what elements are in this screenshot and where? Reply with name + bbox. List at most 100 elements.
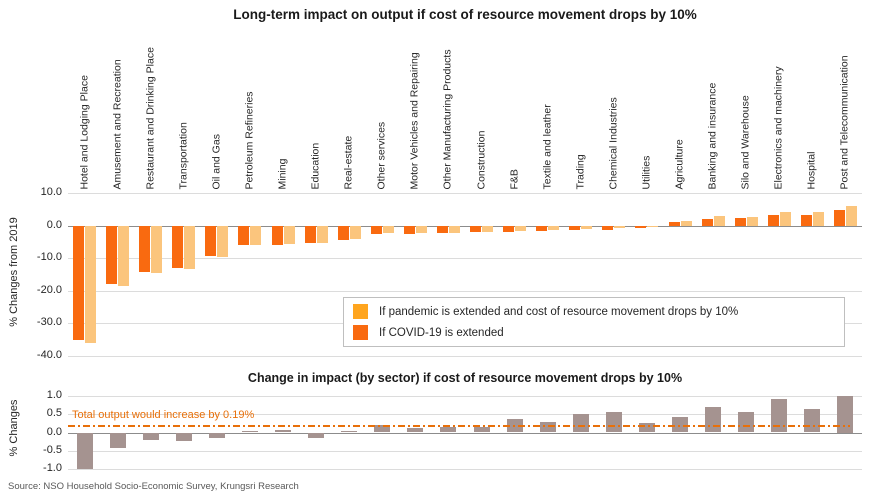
category-label: Other Manufacturing Products (441, 49, 454, 190)
bar-change-in-impact (341, 430, 358, 433)
y-tick-label: 0.0 (46, 218, 62, 231)
category-label: Agriculture (673, 139, 686, 190)
bar-change-in-impact (407, 427, 424, 433)
gridline (68, 290, 862, 292)
bar-covid-extended (73, 225, 85, 340)
gridline (68, 414, 862, 416)
bar-pandemic-costdrop (548, 225, 560, 230)
bar-covid-extended (833, 209, 845, 226)
legend: If pandemic is extended and cost of reso… (343, 297, 845, 347)
bar-change-in-impact (705, 406, 722, 433)
category-label: Construction (475, 130, 488, 190)
gridline (68, 258, 862, 260)
category-label: Restaurant and Drinking Place (144, 47, 157, 190)
category-label: Trading (574, 154, 587, 190)
bar-pandemic-costdrop (184, 225, 196, 269)
bar-pandemic-costdrop (482, 225, 494, 232)
y-tick-label: -20.0 (36, 283, 62, 296)
bar-covid-extended (767, 215, 779, 226)
bar-pandemic-costdrop (812, 212, 824, 226)
bar-pandemic-costdrop (746, 216, 758, 226)
gridline (68, 356, 862, 357)
bar-change-in-impact (208, 432, 225, 438)
bar-pandemic-costdrop (283, 225, 295, 245)
bar-covid-extended (172, 225, 184, 268)
legend-row: If pandemic is extended and cost of reso… (353, 304, 844, 319)
y-tick-label: 0.5 (46, 407, 62, 420)
bar-covid-extended (106, 225, 118, 285)
category-label: Other services (375, 121, 388, 190)
bar-change-in-impact (638, 423, 655, 433)
category-label: Oil and Gas (210, 134, 223, 190)
bar-covid-extended (569, 225, 581, 231)
bar-change-in-impact (308, 432, 325, 438)
y-tick-label: -0.5 (43, 443, 62, 456)
category-label: Mining (276, 158, 289, 190)
category-label: Petroleum Refineries (243, 91, 256, 190)
bar-change-in-impact (275, 430, 292, 433)
legend-label: If COVID-19 is extended (379, 326, 504, 339)
bar-pandemic-costdrop (779, 212, 791, 226)
bar-pandemic-costdrop (250, 225, 262, 245)
legend-swatch-icon (353, 304, 368, 319)
category-label: Banking and insurance (706, 82, 719, 190)
bar-covid-extended (602, 225, 614, 230)
bar-change-in-impact (572, 413, 589, 433)
legend-row: If COVID-19 is extended (353, 325, 844, 340)
bar-covid-extended (734, 218, 746, 226)
bar-pandemic-costdrop (316, 225, 328, 244)
bar-pandemic-costdrop (647, 225, 659, 228)
bar-change-in-impact (738, 412, 755, 433)
bar-pandemic-costdrop (151, 225, 163, 273)
category-label: Hotel and Lodging Place (78, 75, 91, 190)
bar-change-in-impact (440, 427, 457, 433)
zero-axis-line (68, 225, 862, 227)
category-label: Motor Vehicles and Repairing (408, 52, 421, 190)
bar-covid-extended (139, 225, 151, 273)
bar-covid-extended (470, 225, 482, 233)
bar-pandemic-costdrop (217, 225, 229, 257)
bar-covid-extended (536, 225, 548, 231)
category-label: Textile and leather (541, 104, 554, 190)
category-label: Amusement and Recreation (111, 59, 124, 190)
total-output-annotation: Total output would increase by 0.19% (72, 409, 255, 421)
bar-change-in-impact (771, 399, 788, 433)
bar-change-in-impact (473, 427, 490, 433)
bar-covid-extended (304, 225, 316, 243)
y-tick-label: -1.0 (43, 462, 62, 474)
bar-covid-extended (701, 218, 713, 226)
bar-pandemic-costdrop (713, 216, 725, 226)
category-label: Transportation (177, 122, 190, 190)
reference-dash-dot-line (68, 424, 850, 427)
bar-covid-extended (668, 222, 680, 226)
gridline (68, 193, 862, 194)
category-label: Education (309, 142, 322, 190)
bar-change-in-impact (539, 421, 556, 433)
bar-covid-extended (337, 225, 349, 240)
category-label: F&B (508, 169, 521, 190)
y-tick-label: -30.0 (36, 316, 62, 329)
bar-covid-extended (238, 225, 250, 246)
bar-pandemic-costdrop (85, 225, 97, 343)
bar-change-in-impact (605, 412, 622, 433)
y-tick-label: 0.0 (46, 425, 62, 438)
bar-pandemic-costdrop (349, 225, 361, 240)
y-tick-label: 10.0 (40, 186, 62, 198)
bar-covid-extended (205, 225, 217, 257)
bar-change-in-impact (241, 431, 258, 433)
bar-pandemic-costdrop (680, 220, 692, 226)
bar-covid-extended (635, 225, 647, 229)
category-label: Silo and Warehouse (739, 95, 752, 190)
bar-change-in-impact (804, 408, 821, 433)
bar-covid-extended (436, 225, 448, 234)
bar-covid-extended (503, 225, 515, 233)
bar-pandemic-costdrop (515, 225, 527, 231)
bar-pandemic-costdrop (415, 225, 427, 234)
bar-change-in-impact (76, 432, 93, 469)
gridline (68, 450, 862, 452)
bar-pandemic-costdrop (614, 225, 626, 228)
bar-change-in-impact (175, 432, 192, 441)
source-note: Source: NSO Household Socio-Economic Sur… (8, 481, 299, 492)
bottom-chart-title: Change in impact (by sector) if cost of … (247, 371, 683, 385)
